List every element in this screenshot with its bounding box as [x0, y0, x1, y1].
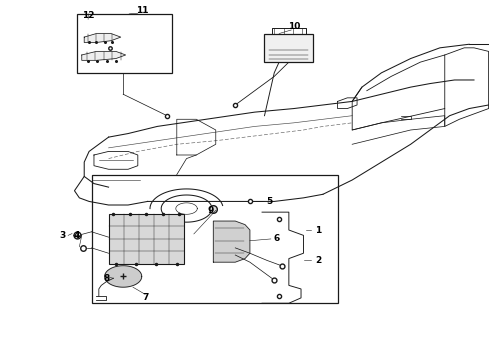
- Text: 10: 10: [288, 22, 300, 31]
- Text: 9: 9: [208, 206, 214, 215]
- Text: 2: 2: [315, 256, 321, 265]
- Bar: [92, 175, 338, 303]
- Polygon shape: [105, 266, 142, 287]
- Text: 1: 1: [315, 225, 321, 234]
- Bar: [265, 33, 313, 62]
- Polygon shape: [84, 33, 121, 42]
- Text: 12: 12: [82, 11, 95, 20]
- Bar: [109, 214, 184, 264]
- Bar: [77, 14, 172, 73]
- Text: 3: 3: [59, 231, 66, 240]
- Polygon shape: [213, 221, 250, 262]
- Polygon shape: [82, 51, 125, 60]
- Text: 6: 6: [273, 234, 280, 243]
- Text: 4: 4: [74, 231, 80, 240]
- Text: 7: 7: [142, 293, 148, 302]
- Text: 11: 11: [136, 6, 149, 15]
- Text: 5: 5: [266, 197, 272, 206]
- Text: 8: 8: [103, 274, 109, 283]
